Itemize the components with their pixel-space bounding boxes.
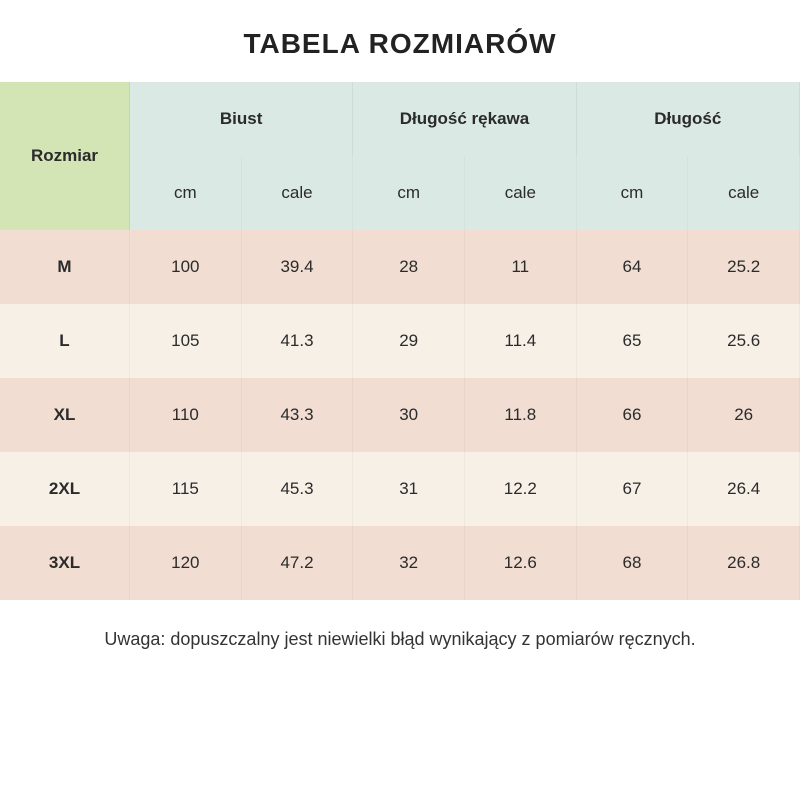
cell: 47.2 (242, 526, 354, 600)
cell: 12.2 (465, 452, 577, 526)
row-size: L (0, 304, 130, 378)
cell: 68 (577, 526, 689, 600)
row-size: M (0, 230, 130, 304)
cell: 26.4 (688, 452, 800, 526)
cell: 26 (688, 378, 800, 452)
cell: 45.3 (242, 452, 354, 526)
header-measure-biust: Biust (130, 82, 353, 156)
header-unit: cale (242, 156, 354, 230)
row-size: XL (0, 378, 130, 452)
size-table: Rozmiar Biust Długość rękawa Długość cm … (0, 82, 800, 600)
cell: 28 (353, 230, 465, 304)
cell: 29 (353, 304, 465, 378)
cell: 26.8 (688, 526, 800, 600)
cell: 100 (130, 230, 242, 304)
cell: 110 (130, 378, 242, 452)
cell: 67 (577, 452, 689, 526)
cell: 39.4 (242, 230, 354, 304)
header-size: Rozmiar (0, 82, 130, 230)
cell: 66 (577, 378, 689, 452)
cell: 32 (353, 526, 465, 600)
row-size: 3XL (0, 526, 130, 600)
cell: 11.8 (465, 378, 577, 452)
header-unit: cm (353, 156, 465, 230)
header-unit: cm (577, 156, 689, 230)
measurement-note: Uwaga: dopuszczalny jest niewielki błąd … (0, 600, 800, 653)
cell: 25.6 (688, 304, 800, 378)
header-unit: cale (465, 156, 577, 230)
cell: 11.4 (465, 304, 577, 378)
cell: 11 (465, 230, 577, 304)
cell: 30 (353, 378, 465, 452)
cell: 105 (130, 304, 242, 378)
cell: 64 (577, 230, 689, 304)
cell: 43.3 (242, 378, 354, 452)
cell: 120 (130, 526, 242, 600)
cell: 12.6 (465, 526, 577, 600)
header-unit: cale (688, 156, 800, 230)
cell: 65 (577, 304, 689, 378)
cell: 41.3 (242, 304, 354, 378)
header-measure-length: Długość (577, 82, 800, 156)
cell: 31 (353, 452, 465, 526)
row-size: 2XL (0, 452, 130, 526)
cell: 25.2 (688, 230, 800, 304)
header-unit: cm (130, 156, 242, 230)
header-measure-sleeve: Długość rękawa (353, 82, 576, 156)
cell: 115 (130, 452, 242, 526)
page-title: TABELA ROZMIARÓW (0, 0, 800, 82)
